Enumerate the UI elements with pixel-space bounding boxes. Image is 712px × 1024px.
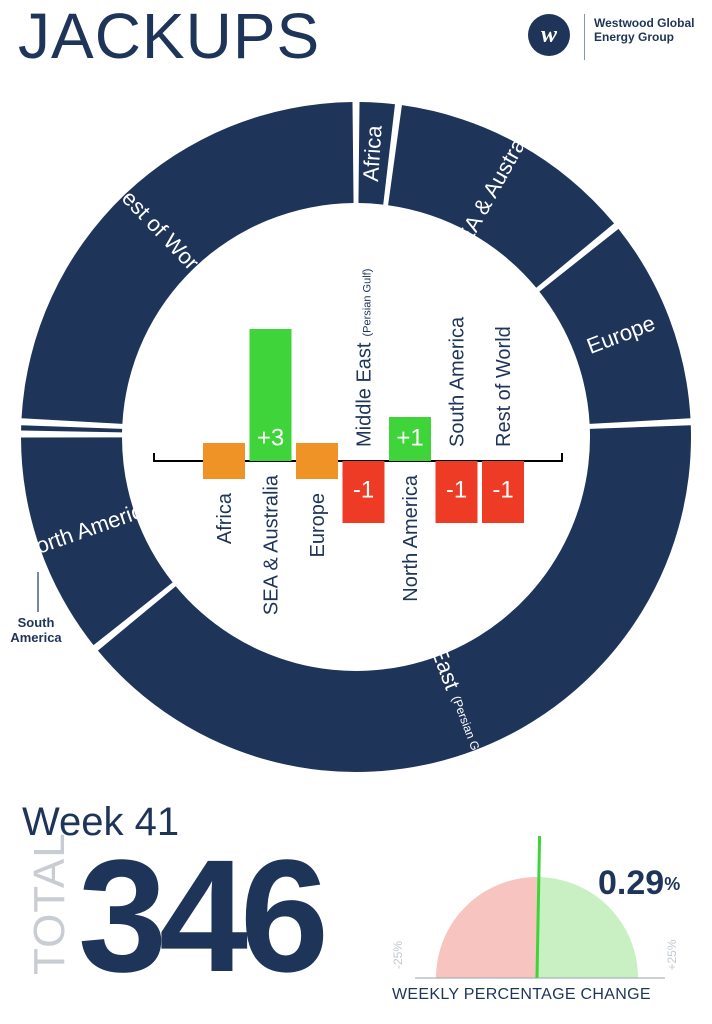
donut-slice-sea-and-australia — [388, 105, 615, 288]
gauge-title: WEEKLY PERCENTAGE CHANGE — [392, 986, 651, 1003]
bar-middle-east — [342, 461, 385, 523]
bar-label-north-america: North America — [400, 474, 422, 602]
donut-slice-africa — [358, 102, 395, 205]
gauge-positive-half — [537, 877, 638, 978]
westwood-w-logo-icon: w — [528, 14, 570, 56]
bar-rest-of-world — [482, 461, 524, 523]
donut-slice-rest-of-world — [21, 102, 354, 424]
bar-north-america — [389, 417, 431, 461]
donut-label-africa: Africa — [358, 124, 387, 182]
gauge-negative-half — [436, 877, 537, 978]
total-word: TOTAL — [25, 832, 74, 975]
callout-line-1: South — [18, 615, 55, 630]
jackups-donut-and-bar-chart: Africa SEA & Australia Europe Middle East(P… — [10, 102, 692, 790]
weekly-change-bar-chart: Africa +3 SEA & Australia Europe -1 Middle Ea… — [153, 269, 563, 615]
weekly-change-value: 0.29% — [598, 866, 680, 900]
bar-sublabel-middle-east: (Persian Gulf) — [362, 269, 374, 337]
gauge-tick-positive: +25% — [665, 939, 679, 970]
bar-south-america — [435, 461, 478, 523]
bar-sea-and-australia — [249, 329, 292, 461]
bar-africa — [203, 443, 245, 479]
weekly-change-number: 0.29 — [598, 864, 665, 902]
total-value: 346 — [78, 826, 329, 1005]
weekly-change-unit: % — [664, 874, 681, 894]
donut-chart: Africa SEA & Australia Europe Middle East(P… — [17, 102, 692, 790]
callout-line-2: America — [10, 630, 62, 645]
bar-value-north-america: +1 — [396, 424, 423, 451]
bar-label-middle-east: Middle East(Persian Gulf) — [354, 269, 376, 447]
bar-label-sea-and-australia: SEA & Australia — [261, 474, 283, 615]
logo-divider — [584, 14, 585, 60]
bar-label-africa: Africa — [214, 492, 236, 544]
page-title: JACKUPS — [18, 0, 321, 72]
donut-slice-europe — [539, 228, 691, 424]
bar-label-rest-of-world: Rest of World — [493, 326, 515, 447]
south-america-callout-label: South America — [10, 615, 62, 645]
bar-value-middle-east: -1 — [353, 476, 374, 503]
logo-text: Westwood Global Energy Group — [594, 16, 695, 44]
donut-slice-middle-east — [97, 425, 692, 773]
donut-slice-north-america — [21, 437, 173, 646]
south-america-callout: South America — [10, 572, 62, 645]
bar-europe — [296, 443, 338, 479]
bar-label-europe: Europe — [307, 493, 329, 558]
gauge-tick-negative: -25% — [391, 941, 405, 969]
bar-value-rest-of-world: -1 — [492, 476, 513, 503]
weekly-change-gauge: -25% +25% — [391, 835, 679, 979]
bar-value-sea-and-australia: +3 — [257, 424, 284, 451]
donut-slice-south-america — [21, 425, 123, 433]
bar-value-south-america: -1 — [446, 476, 467, 503]
gauge-needle — [535, 835, 542, 979]
bar-label-south-america: South America — [447, 316, 469, 447]
week-label: Week 41 — [22, 800, 180, 844]
company-logo: w Westwood Global Energy Group — [528, 14, 708, 64]
